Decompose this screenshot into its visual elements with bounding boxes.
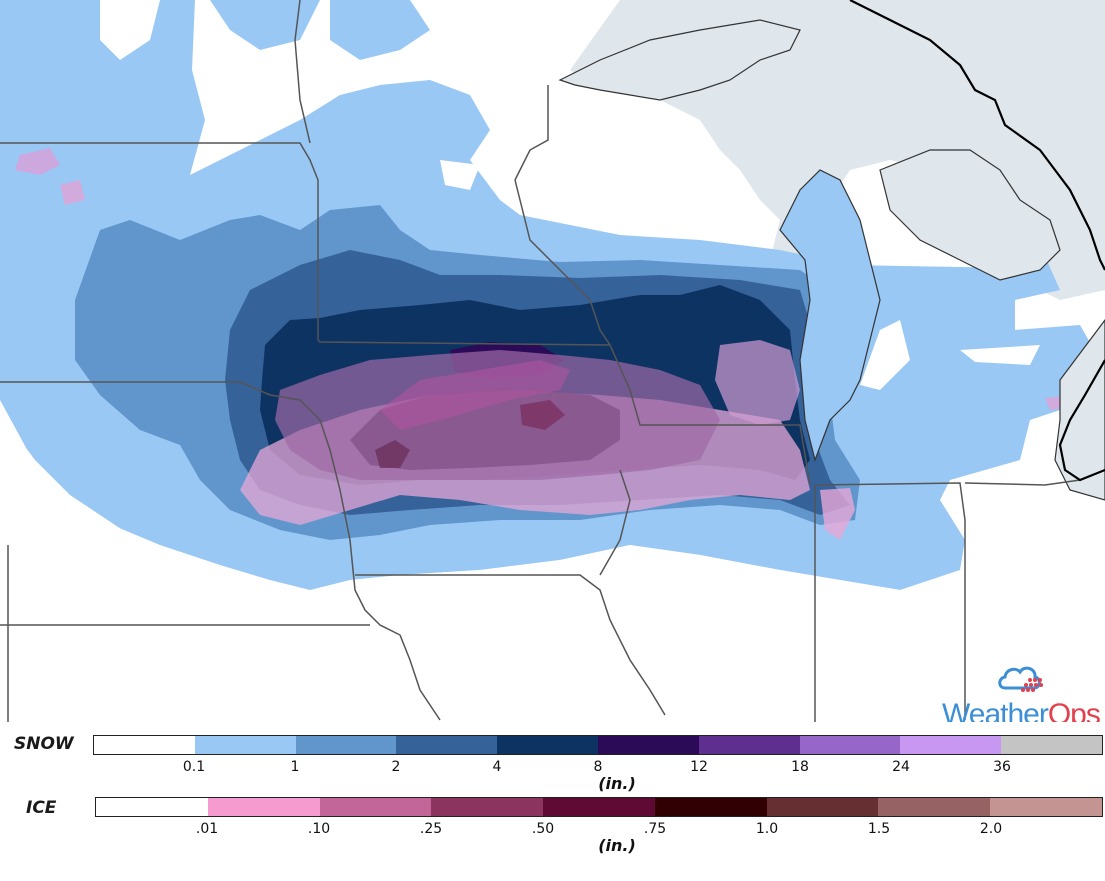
snow-legend-tick-label: 4 xyxy=(492,759,502,775)
snow-unit-label: (in.) xyxy=(598,774,636,793)
ice-legend-tick-label: 2.0 xyxy=(979,821,1003,837)
ice-legend-tick-label: .50 xyxy=(531,821,555,837)
snow-legend-tick-label: 2 xyxy=(391,759,401,775)
snow-legend-tick-label: 24 xyxy=(892,759,910,775)
snow-legend-swatch xyxy=(698,736,800,754)
ice-legend-swatch xyxy=(766,798,879,816)
snow-legend-swatch xyxy=(396,736,498,754)
ice-legend-tick-label: 1.0 xyxy=(755,821,779,837)
ice-legend-swatch xyxy=(96,798,208,816)
snow-legend-tick-label: 1 xyxy=(290,759,300,775)
ice-legend-swatch xyxy=(878,798,991,816)
snow-legend-swatch xyxy=(799,736,901,754)
legend: SNOW 0.1 1 2 4 8 12 18 24 36 (in.) ICE .01.10.25… xyxy=(0,722,1105,881)
ice-band-0.50 xyxy=(375,400,565,468)
ice-legend-swatch xyxy=(654,798,767,816)
ice-legend-tick-label: .75 xyxy=(643,821,667,837)
ice-legend-tick-label: .01 xyxy=(195,821,219,837)
ice-legend-swatch xyxy=(543,798,655,816)
snow-legend-tick-label: 8 xyxy=(593,759,603,775)
great-lakes xyxy=(558,19,1105,501)
ice-legend-swatch xyxy=(990,798,1103,816)
snow-legend-tick-label: 12 xyxy=(690,759,708,775)
weatherops-cloud-logo-icon xyxy=(998,666,1043,692)
snow-legend-tick-label: 18 xyxy=(791,759,809,775)
ice-legend-tick-label: .10 xyxy=(307,821,331,837)
snow-legend-swatch xyxy=(497,736,598,754)
ice-legend-swatch xyxy=(431,798,544,816)
ice-unit-label: (in.) xyxy=(598,836,636,855)
ice-color-bar xyxy=(95,797,1103,817)
ice-legend-tick-label: .25 xyxy=(419,821,443,837)
no-snow-gaps xyxy=(0,0,1040,720)
snow-legend-swatch xyxy=(295,736,397,754)
ice-legend-swatch xyxy=(319,798,432,816)
snow-legend-tick-label: 36 xyxy=(993,759,1011,775)
ice-legend-swatch xyxy=(207,798,320,816)
snow-legend-title: SNOW xyxy=(14,734,74,754)
snow-legend-swatch xyxy=(900,736,1002,754)
ice-legend-title: ICE xyxy=(26,798,57,818)
international-border xyxy=(849,0,1105,482)
snow-legend-swatch xyxy=(94,736,195,754)
snow-legend-swatch xyxy=(194,736,296,754)
snow-legend-swatch xyxy=(1001,736,1102,754)
snow-legend-swatch xyxy=(597,736,699,754)
ice-legend-tick-label: 1.5 xyxy=(867,821,891,837)
snow-color-bar xyxy=(93,735,1103,755)
state-boundaries xyxy=(0,0,1081,722)
forecast-map xyxy=(0,0,1105,722)
snow-legend-tick-label: 0.1 xyxy=(182,759,206,775)
